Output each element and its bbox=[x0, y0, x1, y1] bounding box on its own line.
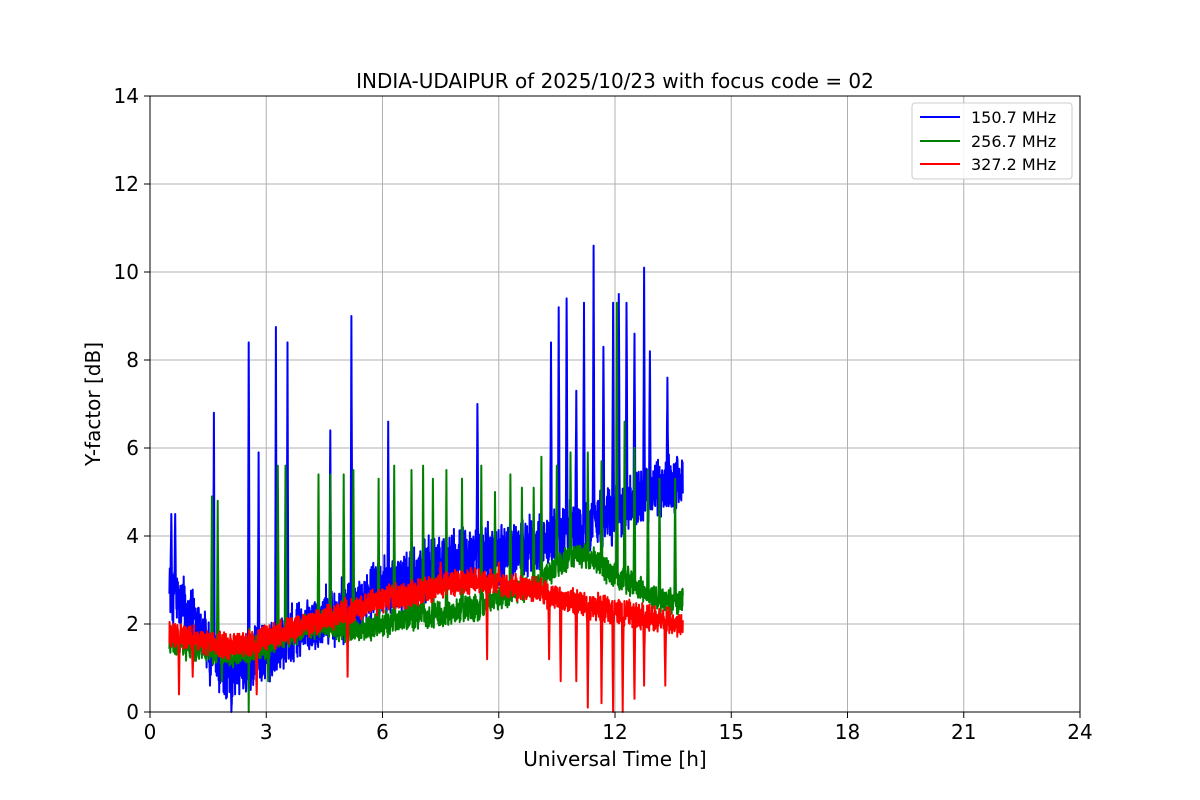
x-tick-label: 12 bbox=[602, 720, 627, 744]
y-tick-label: 14 bbox=[114, 84, 139, 108]
y-tick-label: 8 bbox=[126, 348, 139, 372]
legend-box bbox=[911, 102, 1073, 180]
y-tick-label: 6 bbox=[126, 436, 139, 460]
x-tick-label: 15 bbox=[719, 720, 744, 744]
y-tick-label: 0 bbox=[126, 700, 139, 724]
x-tick-label: 9 bbox=[492, 720, 505, 744]
legend-label-series-1: 256.7 MHz bbox=[971, 132, 1056, 151]
y-tick-label: 10 bbox=[114, 260, 139, 284]
legend: 150.7 MHz 256.7 MHz 327.2 MHz bbox=[911, 102, 1073, 180]
y-tick-label: 4 bbox=[126, 524, 139, 548]
legend-label-series-0: 150.7 MHz bbox=[971, 108, 1056, 127]
x-tick-label: 6 bbox=[376, 720, 389, 744]
series-line-327-2-mhz bbox=[168, 561, 684, 713]
x-tick-label: 21 bbox=[951, 720, 976, 744]
y-axis: 0 2 4 6 8 10 12 14 bbox=[114, 84, 150, 724]
x-tick-label: 3 bbox=[260, 720, 273, 744]
y-axis-label: Y-factor [dB] bbox=[81, 342, 105, 467]
x-tick-label: 0 bbox=[144, 720, 157, 744]
series-line-150-7-mhz bbox=[168, 244, 684, 713]
x-tick-label: 18 bbox=[835, 720, 860, 744]
series-layer bbox=[168, 244, 684, 713]
x-axis: 0 3 6 9 12 15 18 21 24 bbox=[144, 712, 1093, 744]
legend-label-series-2: 327.2 MHz bbox=[971, 155, 1056, 174]
x-tick-label: 24 bbox=[1067, 720, 1092, 744]
chart-title: INDIA-UDAIPUR of 2025/10/23 with focus c… bbox=[356, 69, 874, 93]
y-tick-label: 12 bbox=[114, 172, 139, 196]
x-axis-label: Universal Time [h] bbox=[523, 747, 706, 771]
y-tick-label: 2 bbox=[126, 612, 139, 636]
